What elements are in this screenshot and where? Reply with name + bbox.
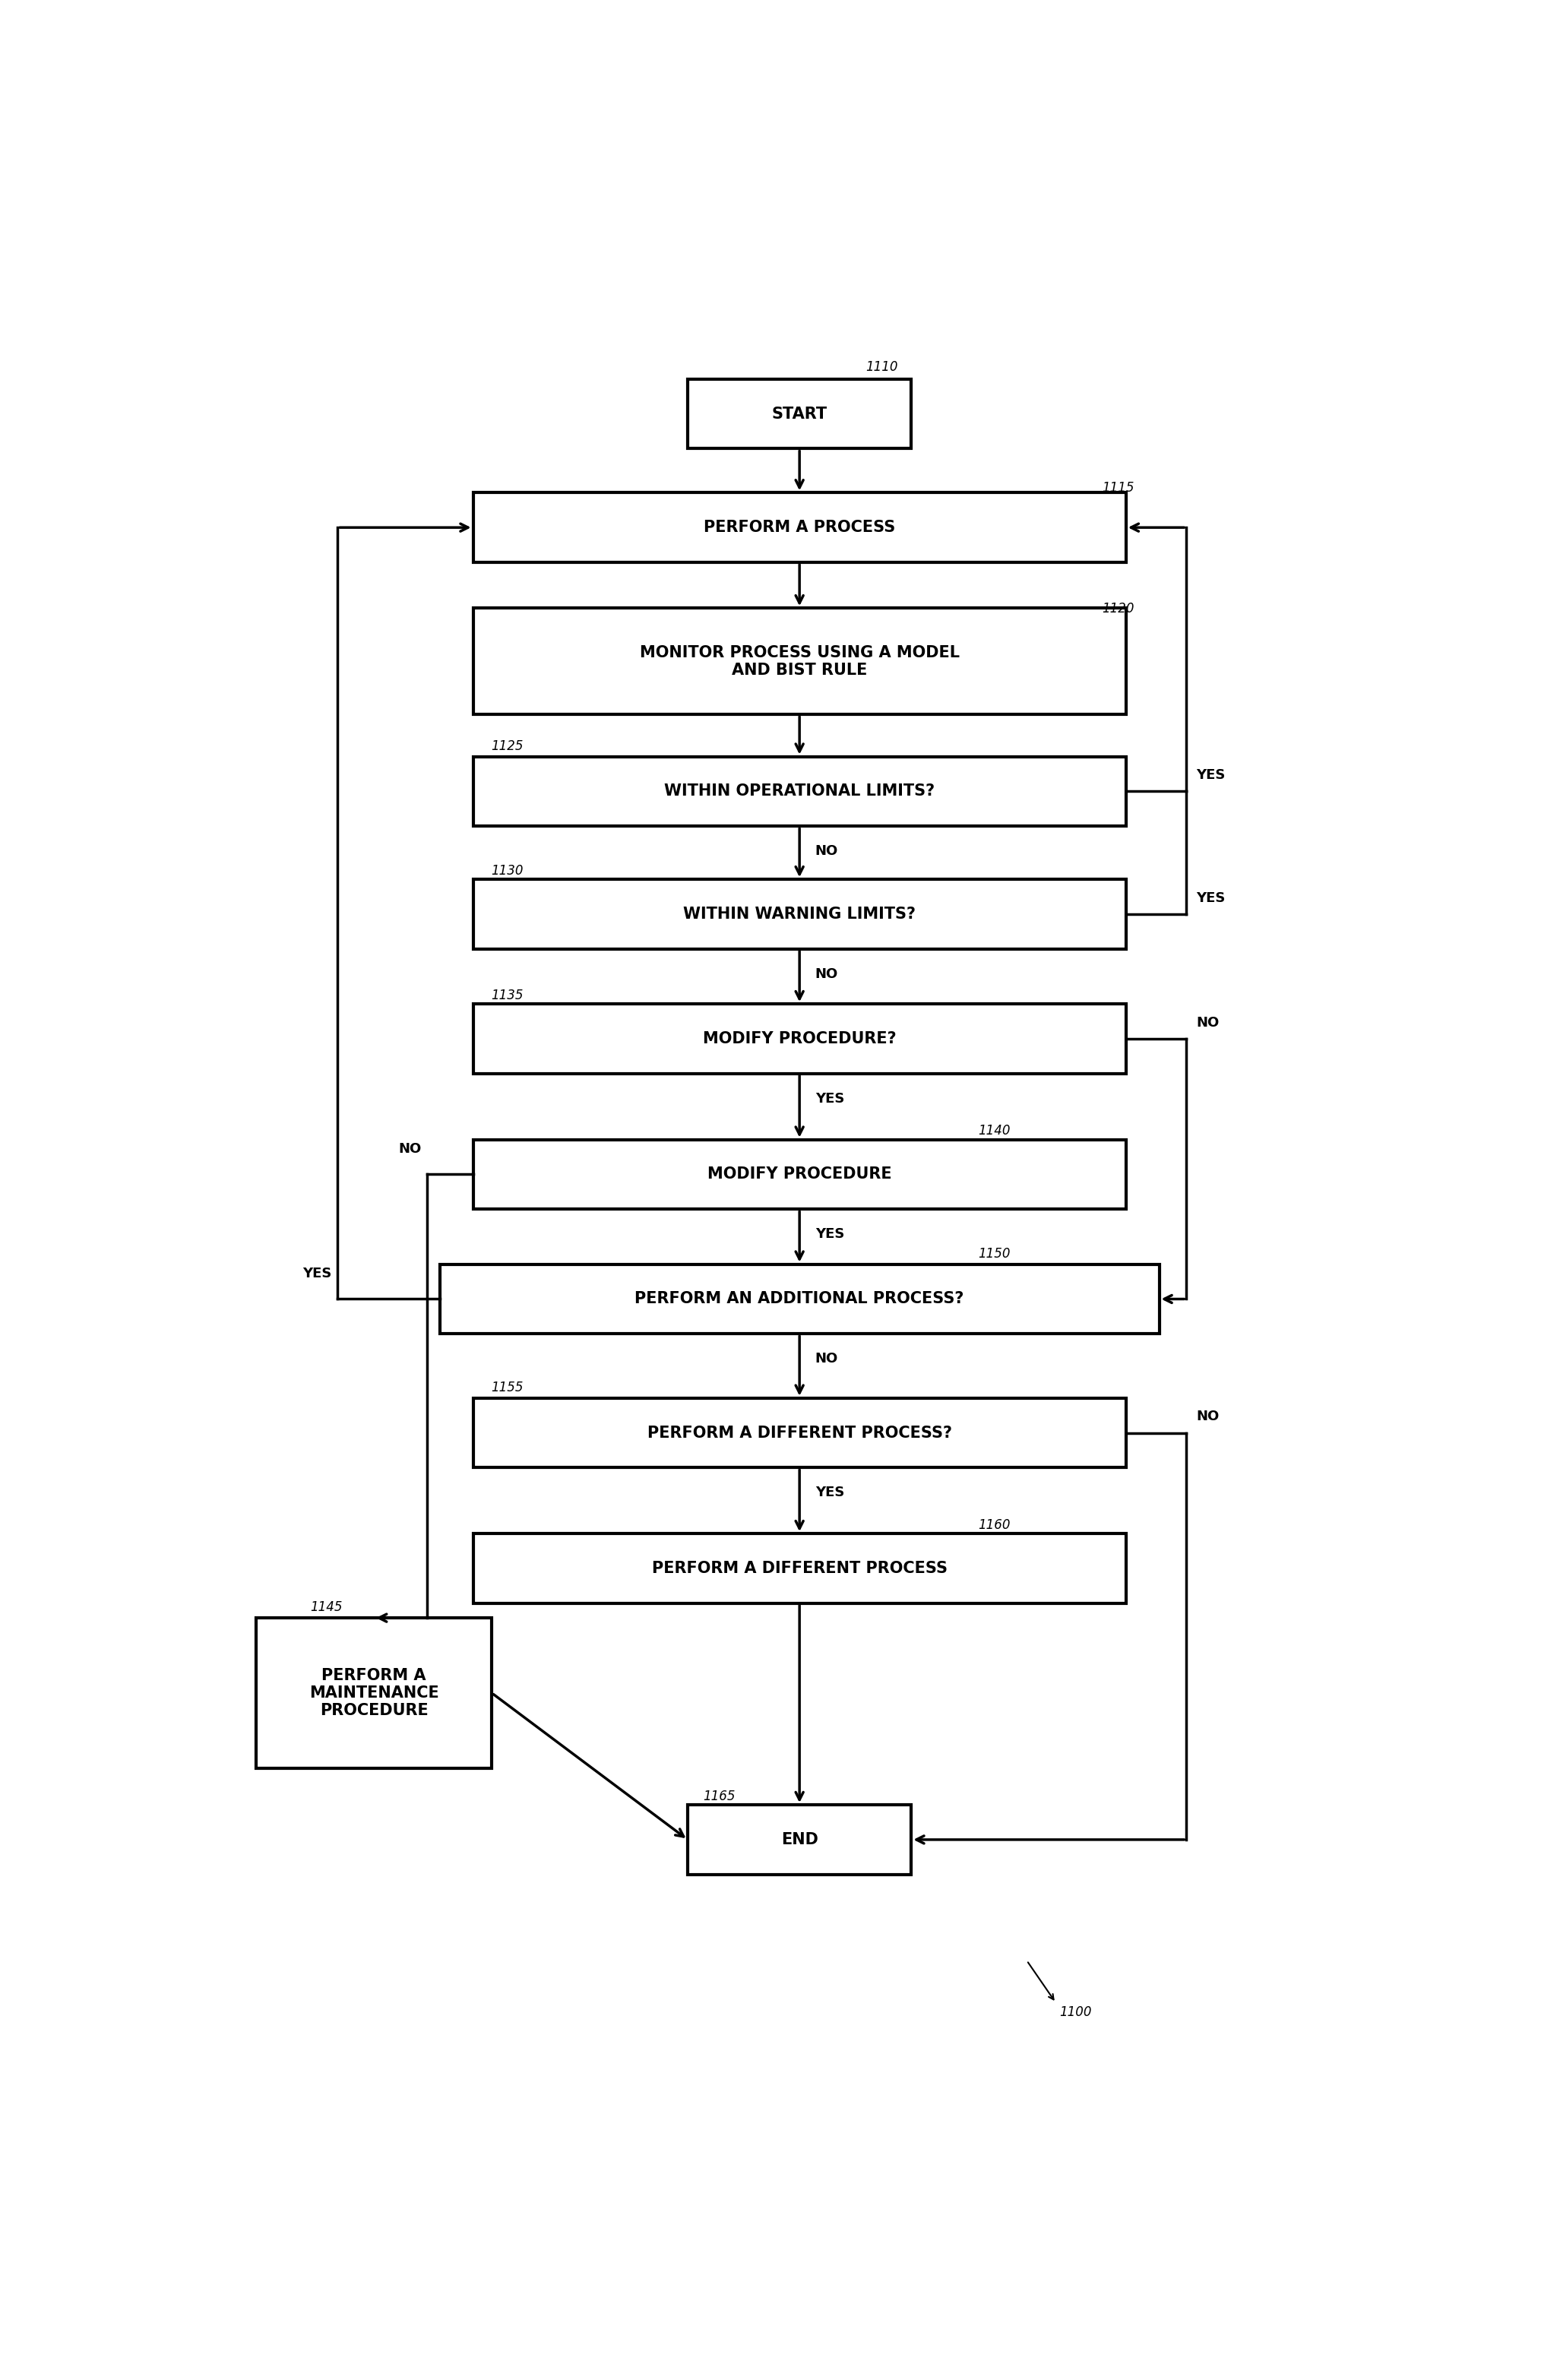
Text: YES: YES bbox=[303, 1266, 332, 1280]
Text: PERFORM AN ADDITIONAL PROCESS?: PERFORM AN ADDITIONAL PROCESS? bbox=[635, 1292, 964, 1307]
Text: END: END bbox=[782, 1833, 817, 1847]
Text: PERFORM A DIFFERENT PROCESS?: PERFORM A DIFFERENT PROCESS? bbox=[647, 1426, 952, 1440]
Text: NO: NO bbox=[1197, 1016, 1218, 1031]
Text: 1155: 1155 bbox=[491, 1380, 524, 1395]
Text: 1120: 1120 bbox=[1101, 602, 1134, 616]
Text: 1100: 1100 bbox=[1059, 2004, 1092, 2018]
Text: NO: NO bbox=[816, 966, 838, 981]
FancyBboxPatch shape bbox=[473, 1533, 1126, 1604]
Text: 1150: 1150 bbox=[978, 1247, 1011, 1261]
Text: PERFORM A DIFFERENT PROCESS: PERFORM A DIFFERENT PROCESS bbox=[652, 1561, 947, 1576]
Text: MODIFY PROCEDURE: MODIFY PROCEDURE bbox=[707, 1166, 892, 1183]
Text: 1145: 1145 bbox=[310, 1602, 342, 1614]
FancyBboxPatch shape bbox=[473, 757, 1126, 826]
Text: 1135: 1135 bbox=[491, 988, 524, 1002]
Text: 1160: 1160 bbox=[978, 1518, 1011, 1533]
Text: NO: NO bbox=[398, 1142, 421, 1157]
FancyBboxPatch shape bbox=[473, 1140, 1126, 1209]
Text: YES: YES bbox=[816, 1228, 844, 1242]
FancyBboxPatch shape bbox=[473, 609, 1126, 714]
Text: NO: NO bbox=[816, 1352, 838, 1366]
Text: MONITOR PROCESS USING A MODEL
AND BIST RULE: MONITOR PROCESS USING A MODEL AND BIST R… bbox=[640, 645, 959, 678]
Text: PERFORM A
MAINTENANCE
PROCEDURE: PERFORM A MAINTENANCE PROCEDURE bbox=[309, 1668, 438, 1718]
Text: 1115: 1115 bbox=[1101, 481, 1134, 495]
FancyBboxPatch shape bbox=[473, 878, 1126, 950]
Text: PERFORM A PROCESS: PERFORM A PROCESS bbox=[704, 519, 895, 536]
Text: NO: NO bbox=[816, 845, 838, 859]
Text: WITHIN WARNING LIMITS?: WITHIN WARNING LIMITS? bbox=[683, 907, 916, 921]
FancyBboxPatch shape bbox=[440, 1264, 1159, 1333]
Text: YES: YES bbox=[816, 1092, 844, 1107]
Text: 1125: 1125 bbox=[491, 740, 524, 752]
Text: MODIFY PROCEDURE?: MODIFY PROCEDURE? bbox=[702, 1031, 897, 1047]
FancyBboxPatch shape bbox=[473, 493, 1126, 562]
Text: YES: YES bbox=[1197, 769, 1225, 783]
FancyBboxPatch shape bbox=[473, 1004, 1126, 1073]
FancyBboxPatch shape bbox=[688, 378, 911, 450]
Text: YES: YES bbox=[816, 1485, 844, 1499]
Text: WITHIN OPERATIONAL LIMITS?: WITHIN OPERATIONAL LIMITS? bbox=[665, 783, 934, 800]
Text: 1165: 1165 bbox=[702, 1790, 735, 1804]
FancyBboxPatch shape bbox=[473, 1397, 1126, 1468]
Text: 1110: 1110 bbox=[866, 359, 899, 374]
Text: START: START bbox=[772, 407, 827, 421]
Text: YES: YES bbox=[1197, 892, 1225, 904]
FancyBboxPatch shape bbox=[688, 1804, 911, 1875]
Text: 1140: 1140 bbox=[978, 1123, 1011, 1138]
FancyBboxPatch shape bbox=[256, 1618, 491, 1768]
Text: 1130: 1130 bbox=[491, 864, 524, 878]
Text: NO: NO bbox=[1197, 1409, 1218, 1423]
